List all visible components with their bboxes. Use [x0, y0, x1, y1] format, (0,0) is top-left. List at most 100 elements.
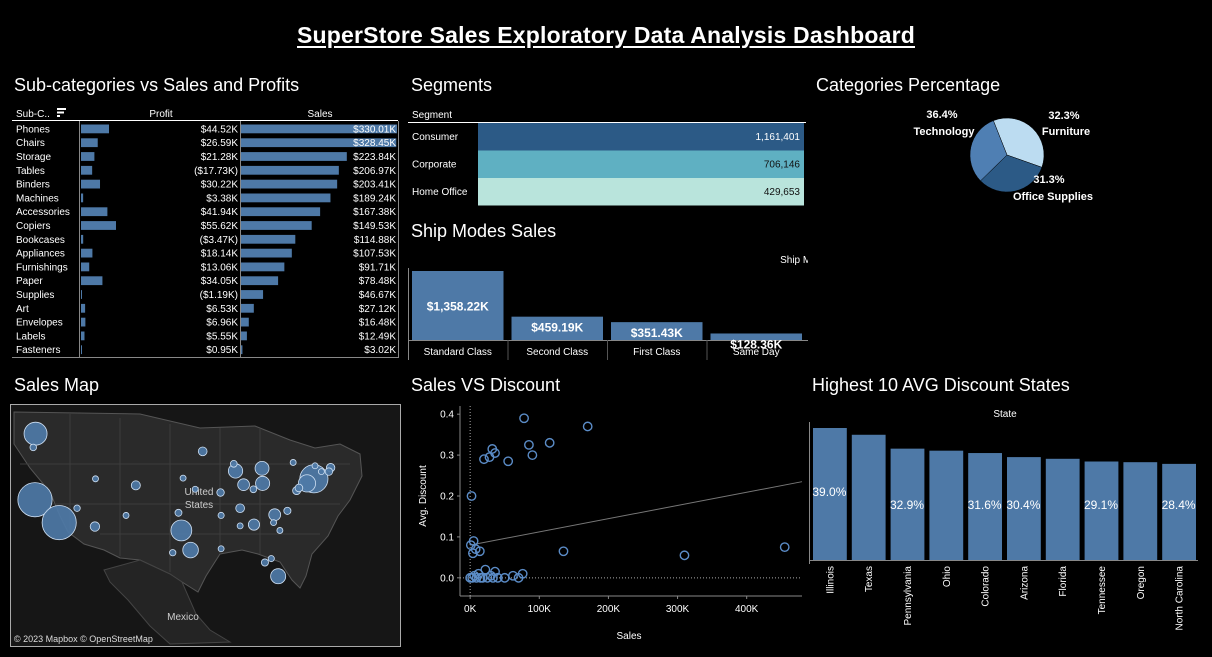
scatter-ytick-label: 0.4	[440, 410, 454, 421]
scatter-point	[492, 572, 503, 583]
scatter-point	[544, 437, 555, 448]
subcategories-chart: Sub-C.. Profit Sales Phones $44.52K $330.0…	[12, 108, 399, 358]
map-sales-dot	[254, 460, 270, 476]
sales-label: $189.24K	[353, 193, 396, 204]
map-sales-dot	[216, 488, 225, 497]
map-sales-dot	[217, 511, 225, 519]
shipmode-bar	[611, 322, 703, 340]
scatter-point	[466, 491, 477, 501]
state-bar	[929, 450, 964, 560]
sales-label: $223.84K	[353, 152, 396, 163]
profit-label: $6.96K	[206, 318, 238, 329]
sales-label: $114.88K	[354, 235, 396, 246]
sales-bar	[241, 138, 397, 148]
profit-label: $18.14K	[201, 249, 239, 260]
subcat-label: Accessories	[16, 207, 70, 218]
profit-bar	[81, 193, 84, 203]
map-sales-dot	[169, 549, 177, 557]
categories-title: Categories Percentage	[816, 75, 1001, 95]
scatter-ytick-label: 0.1	[440, 532, 454, 543]
scatter-xtick-label: 200K	[597, 604, 621, 615]
sales-label: $107.53K	[353, 249, 396, 260]
scatter-xtick-label: 0K	[464, 604, 477, 615]
sales-bar	[241, 207, 321, 217]
map-sales-dot	[179, 474, 187, 482]
state-category-label: Pennsylvania	[903, 566, 914, 626]
sales-label: $12.49K	[359, 331, 397, 342]
segments-title: Segments	[411, 75, 493, 95]
scatter-trend-line	[470, 481, 803, 546]
sales-label: $46.67K	[359, 290, 397, 301]
subcat-label: Phones	[16, 124, 50, 135]
scatter-point	[679, 550, 690, 561]
map-sales-dot	[130, 480, 141, 491]
map-sales-dot	[267, 555, 275, 563]
states-title: Highest 10 AVG Discount States	[812, 375, 1070, 395]
sort-icon[interactable]	[57, 108, 66, 117]
map-sales-dot	[260, 558, 269, 567]
shipmode-value-label: $1,358.22K	[427, 300, 489, 314]
map-sales-dot	[236, 522, 244, 530]
sales-label: $91.71K	[359, 262, 397, 273]
profit-bar	[81, 234, 84, 244]
sales-bar	[241, 234, 296, 244]
map-sales-dot	[17, 482, 53, 518]
sales-label: $167.38K	[353, 207, 396, 218]
profit-header: Profit	[149, 109, 173, 120]
subcat-label: Labels	[16, 331, 45, 342]
state-bar	[1162, 463, 1196, 560]
map-sales-dot	[311, 462, 319, 470]
subcat-label: Bookcases	[16, 235, 65, 246]
map-sales-dot	[197, 446, 208, 457]
sales-bar	[241, 193, 331, 203]
sales-bar	[241, 179, 338, 189]
profit-label: $41.94K	[201, 207, 239, 218]
sales-map[interactable]: United States Mexico © 2023 Mapbox © Ope…	[10, 404, 401, 647]
scatter-ylabel: Avg. Discount	[418, 465, 429, 527]
sales-bar	[241, 317, 249, 327]
state-value-label: 29.1%	[1084, 498, 1118, 512]
subcat-label: Machines	[16, 193, 59, 204]
states-chart: State 39.0% Illinois Texas 32.9% Pennsylvani…	[809, 409, 1198, 630]
map-sales-dot	[29, 443, 37, 452]
profit-bar	[81, 345, 82, 355]
subcat-label: Binders	[16, 180, 50, 191]
map-sales-dot	[268, 508, 282, 522]
profit-label: $44.52K	[201, 124, 239, 135]
profit-label: ($1.19K)	[200, 290, 238, 301]
subcat-col-header: Sub-C..	[16, 109, 50, 120]
map-sales-dot	[270, 568, 287, 585]
state-bar	[1084, 461, 1119, 560]
categories-pie: 36.4% Technology 32.3% Furniture 31.3% Office…	[914, 109, 1094, 203]
map-sales-dot	[182, 541, 199, 559]
profit-label: $6.53K	[206, 304, 238, 315]
segment-cell	[478, 178, 804, 206]
profit-label: ($17.73K)	[194, 166, 238, 177]
subcat-label: Envelopes	[16, 318, 63, 329]
map-sales-dot	[235, 503, 245, 514]
segment-label: Home Office	[412, 187, 468, 198]
scatter-ytick-label: 0.2	[440, 492, 454, 503]
map-sales-dot	[249, 485, 258, 494]
map-sales-dot	[23, 421, 48, 446]
sales-label: $149.53K	[353, 221, 396, 232]
subcat-label: Storage	[16, 152, 51, 163]
shipmode-bar	[412, 271, 504, 340]
profit-bar	[81, 331, 85, 341]
map-label-states: States	[185, 500, 213, 511]
shipmode-bar	[511, 316, 603, 340]
state-category-label: Florida	[1058, 566, 1069, 597]
profit-bar	[81, 124, 110, 134]
profit-label: $5.55K	[206, 331, 238, 342]
profit-bar	[81, 165, 93, 175]
state-value-label: 31.6%	[968, 498, 1002, 512]
scatter-point	[490, 566, 500, 577]
profit-bar	[81, 248, 93, 258]
map-sales-dot	[89, 521, 101, 532]
sales-label: $3.02K	[364, 345, 396, 356]
pie-slice	[980, 154, 1043, 193]
pie-slice	[969, 120, 1008, 182]
subcat-label: Fasteners	[16, 345, 60, 356]
map-credit[interactable]: © 2023 Mapbox © OpenStreetMap	[14, 634, 153, 644]
segments-table: Segment Consumer 1,161,401 Corporate 706,14…	[408, 110, 806, 206]
